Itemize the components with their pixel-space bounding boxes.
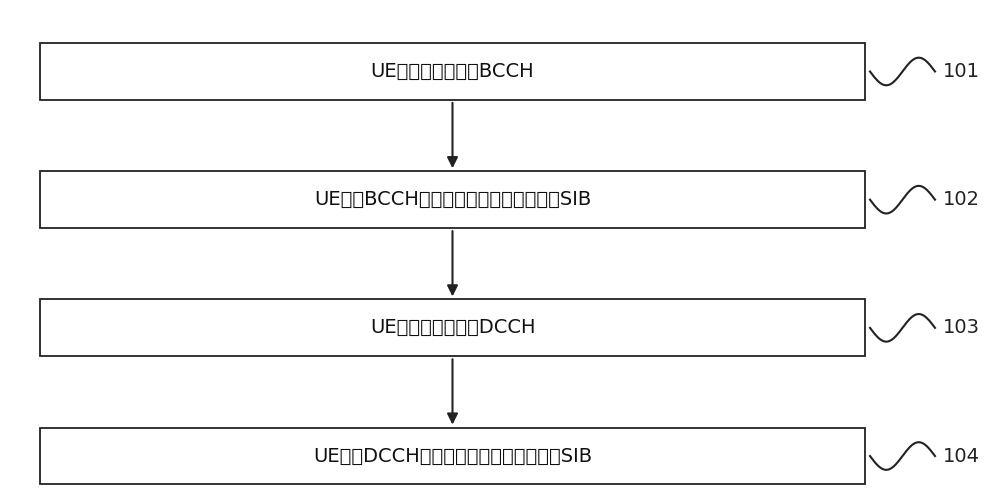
Bar (40, 299, 865, 356)
Bar (40, 172, 865, 228)
Text: UE通过BCCH获取基站发送的第一部分的SIB: UE通过BCCH获取基站发送的第一部分的SIB (314, 190, 591, 209)
Text: 102: 102 (943, 190, 980, 209)
Text: 104: 104 (943, 447, 980, 465)
Text: 103: 103 (943, 318, 980, 337)
Bar (40, 43, 865, 100)
Text: 101: 101 (943, 62, 980, 81)
Text: UE通过DCCH获取基站发送的第二部分的SIB: UE通过DCCH获取基站发送的第二部分的SIB (313, 447, 592, 465)
Text: UE接收基站发送的BCCH: UE接收基站发送的BCCH (371, 62, 534, 81)
Bar (40, 427, 865, 484)
Text: UE接收基站发送的DCCH: UE接收基站发送的DCCH (370, 318, 535, 337)
